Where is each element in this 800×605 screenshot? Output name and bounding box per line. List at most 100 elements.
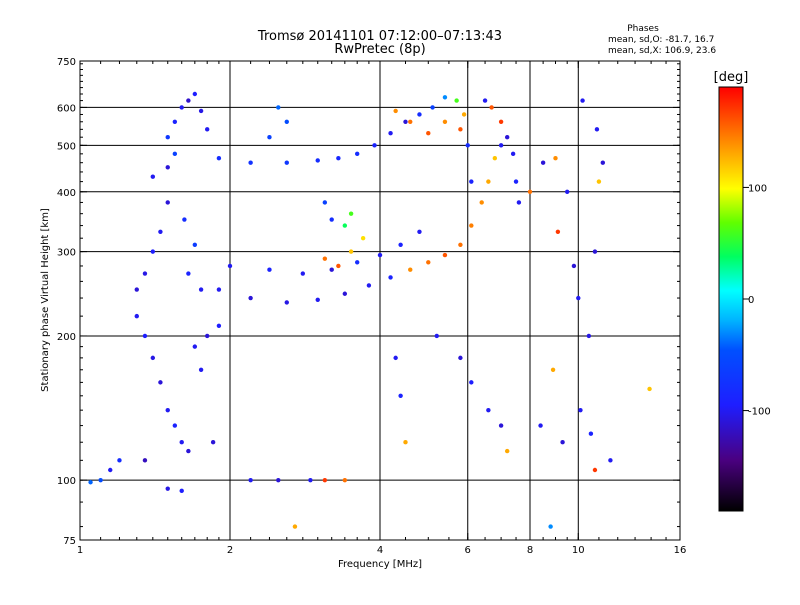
data-point xyxy=(430,105,435,110)
data-point xyxy=(408,119,413,124)
y-tick-label: 75 xyxy=(63,536,76,547)
data-point xyxy=(150,249,156,254)
x-tick-label: 1 xyxy=(77,545,83,556)
data-point xyxy=(504,448,510,454)
data-point xyxy=(315,297,320,302)
data-point xyxy=(348,249,354,254)
data-point xyxy=(158,380,163,385)
data-point xyxy=(550,367,556,372)
data-point xyxy=(588,431,594,436)
data-point xyxy=(192,242,198,247)
data-point xyxy=(284,300,289,305)
data-point xyxy=(276,105,281,110)
data-point xyxy=(179,105,184,110)
data-point xyxy=(564,189,570,194)
data-point xyxy=(88,480,93,485)
data-point xyxy=(204,127,210,132)
data-point xyxy=(158,229,163,234)
chart-title-line1: Tromsø 20141101 07:12:00–07:13:43 xyxy=(257,29,502,44)
data-point xyxy=(516,200,522,205)
data-point xyxy=(117,458,122,463)
data-point xyxy=(360,235,366,241)
data-point xyxy=(179,440,184,445)
data-point xyxy=(172,423,178,428)
y-tick-label: 500 xyxy=(57,141,76,152)
y-tick-label: 300 xyxy=(57,248,76,259)
y-tick-label: 600 xyxy=(57,103,76,114)
data-point xyxy=(227,263,233,269)
data-point xyxy=(308,477,313,483)
data-point xyxy=(198,367,204,372)
x-axis-ticks: 1 2 4 6 8 10 16 xyxy=(77,61,686,556)
y-axis-label: Stationary phase Virtual Height [km] xyxy=(40,208,51,392)
data-point xyxy=(142,458,148,463)
data-point xyxy=(594,127,600,132)
data-point xyxy=(186,98,191,103)
data-point xyxy=(469,179,474,184)
data-point xyxy=(192,91,198,97)
data-point xyxy=(498,119,504,124)
phase-stats-x: mean, sd,X: 106.9, 23.6 xyxy=(608,46,716,56)
data-point xyxy=(354,260,360,265)
data-point xyxy=(592,467,598,473)
data-point xyxy=(172,119,178,124)
data-point xyxy=(426,260,431,265)
x-tick-label: 10 xyxy=(572,545,585,556)
y-tick-label: 100 xyxy=(57,476,76,487)
x-axis-label: Frequency [MHz] xyxy=(338,559,422,570)
data-point xyxy=(458,242,463,247)
data-point xyxy=(284,160,289,165)
data-point xyxy=(216,156,222,161)
data-point xyxy=(469,380,474,385)
data-point xyxy=(442,95,448,100)
data-point xyxy=(267,134,272,140)
data-point xyxy=(408,267,413,272)
data-point xyxy=(354,151,360,157)
data-point xyxy=(492,156,498,161)
data-point xyxy=(329,267,334,272)
data-point xyxy=(322,200,328,205)
data-point xyxy=(329,217,334,222)
data-point xyxy=(342,223,348,228)
data-point xyxy=(489,105,494,110)
data-point xyxy=(248,477,253,483)
data-point xyxy=(393,355,398,361)
data-point xyxy=(576,295,581,301)
data-point xyxy=(248,295,253,301)
data-point xyxy=(98,477,103,483)
data-point xyxy=(165,200,170,205)
data-point xyxy=(469,223,474,228)
data-point xyxy=(486,179,491,184)
data-point xyxy=(142,333,148,339)
data-point xyxy=(571,263,577,269)
data-point xyxy=(510,151,516,157)
data-point xyxy=(248,160,253,165)
grid-lines xyxy=(80,61,680,540)
data-point xyxy=(388,131,393,136)
data-point xyxy=(479,200,484,205)
data-point xyxy=(578,407,583,413)
x-tick-label: 2 xyxy=(227,545,233,556)
x-tick-label: 6 xyxy=(465,545,471,556)
data-point xyxy=(342,477,348,483)
data-point xyxy=(417,229,422,234)
data-point xyxy=(555,229,561,234)
data-point xyxy=(442,119,448,124)
colorbar xyxy=(718,86,744,512)
phase-stats-title: Phases xyxy=(627,24,659,34)
data-point xyxy=(186,448,191,454)
x-tick-label: 8 xyxy=(527,545,533,556)
data-point xyxy=(553,156,558,161)
data-point xyxy=(538,423,543,428)
data-point xyxy=(465,143,470,148)
data-point xyxy=(179,488,184,494)
colorbar-unit-label: [deg] xyxy=(714,70,749,85)
data-point xyxy=(322,477,328,483)
data-point xyxy=(596,179,602,184)
data-point xyxy=(300,271,306,276)
data-point xyxy=(403,119,408,124)
data-point xyxy=(498,143,504,148)
data-point xyxy=(647,386,652,392)
data-point xyxy=(165,165,170,170)
